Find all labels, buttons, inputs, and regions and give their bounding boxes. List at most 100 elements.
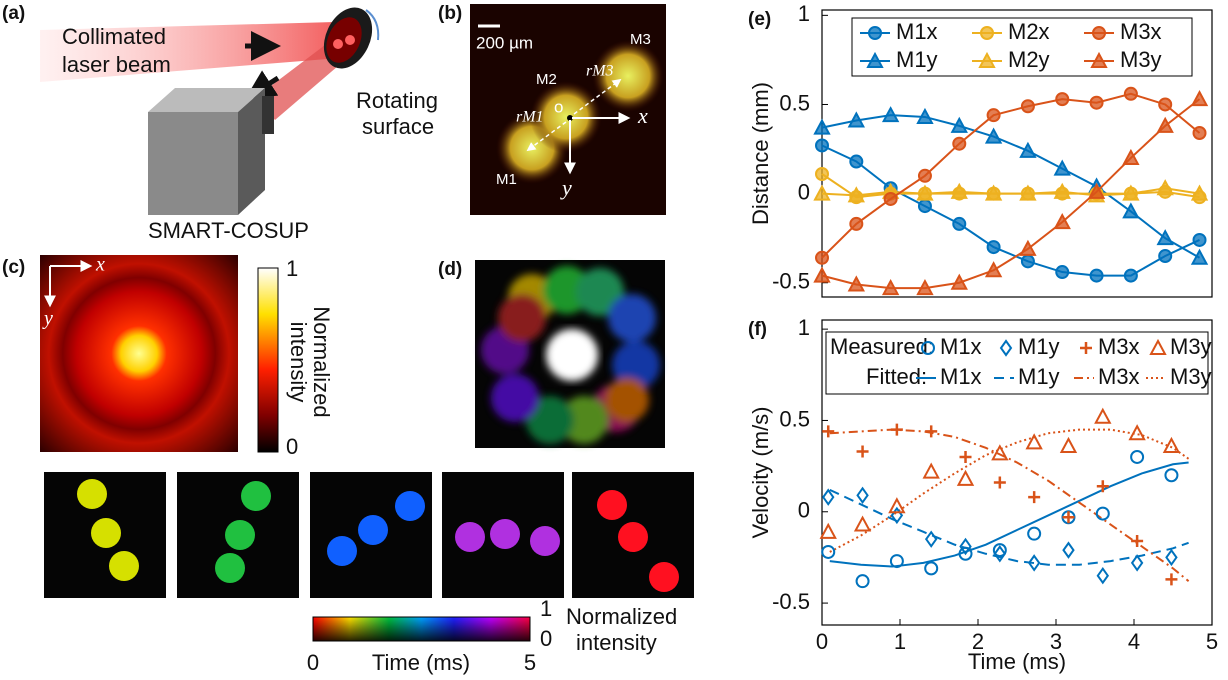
- marker: [1123, 86, 1138, 101]
- marker: [1096, 480, 1109, 493]
- marker: [1156, 229, 1174, 246]
- marker: [991, 444, 1009, 461]
- colorbar-title: Normalized: [566, 604, 677, 629]
- panel-label: (c): [2, 257, 25, 278]
- scale-label: 200 µm: [476, 33, 533, 52]
- colorbar-title: Normalized: [309, 306, 334, 417]
- marker: [847, 111, 865, 128]
- marker: [1164, 468, 1179, 483]
- colorbar-shade: [312, 616, 531, 642]
- marker: [993, 545, 1007, 563]
- panel-label: (a): [2, 3, 25, 24]
- legend-label: M1x: [940, 334, 982, 359]
- marker: [813, 184, 831, 201]
- cube-top: [148, 88, 265, 112]
- marker: [1156, 179, 1174, 196]
- marker: [1053, 182, 1071, 199]
- colorbar-axis-tick: 0: [307, 650, 319, 675]
- center-spot: [546, 329, 598, 381]
- marker: [890, 423, 903, 436]
- marker: [1128, 424, 1146, 441]
- marker: [1087, 182, 1106, 199]
- marker: [815, 138, 829, 153]
- panel-b: (b) 200 µm M1 M2 M3 o x y rM1 rM3: [438, 3, 666, 215]
- marker: [868, 26, 882, 40]
- marker: [916, 107, 934, 124]
- panel-a: (a) Collimated laser beam Rotating surfa…: [2, 3, 438, 243]
- y-axis-label: Distance (mm): [748, 82, 773, 225]
- marker: [815, 167, 829, 181]
- marker: [984, 184, 1003, 201]
- lens: [262, 96, 274, 134]
- marker: [950, 182, 968, 199]
- colorbar-tick: 0: [540, 626, 552, 651]
- marker: [950, 273, 968, 290]
- marker: [992, 543, 1007, 558]
- x-axis-label: Time (ms): [968, 649, 1066, 674]
- marker: [984, 127, 1003, 144]
- marker: [1055, 92, 1070, 107]
- marker: [1192, 126, 1207, 140]
- marker: [959, 537, 972, 556]
- marker: [952, 216, 967, 231]
- panel-c: (c) x y 1 0 Normalized intensity: [2, 254, 334, 459]
- marker: [1090, 51, 1108, 68]
- legend: Measured: Fitted: M1x M1y M3x M3y M1x M1y M3x M3y: [825, 331, 1212, 395]
- x-tick-label: 4: [1128, 629, 1140, 654]
- marker: [1028, 491, 1041, 504]
- legend-label: M1y: [896, 47, 938, 72]
- y-tick-label: 0.5: [779, 90, 810, 115]
- marker-label: M1: [496, 171, 517, 188]
- x-tick-label: 1: [894, 629, 906, 654]
- x-tick-label: 0: [816, 629, 828, 654]
- marker: [950, 116, 968, 133]
- legend-group: Measured:: [830, 334, 934, 359]
- time-frames: [44, 472, 694, 598]
- y-tick-label: -0.5: [772, 589, 810, 614]
- y-axis-label: Velocity (m/s): [748, 406, 773, 538]
- marker-label: M3: [630, 31, 651, 48]
- marker: [1019, 141, 1037, 158]
- legend: M1x M1y M2x M2y M3x M3y: [851, 17, 1193, 77]
- r-arrow: [526, 121, 567, 152]
- marker: [1190, 184, 1209, 201]
- marker: [917, 168, 932, 183]
- marker: [1062, 541, 1075, 559]
- marker: [1122, 148, 1140, 165]
- marker: [1019, 184, 1037, 201]
- marker: [855, 574, 870, 589]
- marker: [922, 462, 940, 479]
- marker: [1020, 99, 1035, 114]
- r-arrow: [573, 78, 622, 115]
- colorbar-axis-tick: 5: [524, 650, 536, 675]
- marker: [1062, 511, 1075, 524]
- marker: [1131, 534, 1144, 547]
- marker: [1130, 554, 1144, 572]
- marker: [925, 425, 938, 438]
- marker: [819, 522, 837, 539]
- panel-label: (d): [438, 259, 462, 280]
- marker: [1095, 506, 1110, 521]
- marker: [1089, 95, 1104, 110]
- legend-group: Fitted:: [866, 364, 927, 389]
- x-tick-label: 5: [1206, 629, 1218, 654]
- legend-label: M1y: [1018, 334, 1060, 359]
- marker: [956, 469, 975, 486]
- surface-label: surface: [362, 114, 434, 139]
- marker: [980, 26, 994, 40]
- marker: [883, 191, 898, 206]
- rotation-arrow: [365, 9, 380, 41]
- r-label: rM1: [516, 109, 544, 126]
- marker: [1158, 249, 1173, 263]
- marker: [813, 266, 831, 283]
- marker: [1094, 407, 1112, 424]
- panel-label: (e): [748, 9, 771, 30]
- legend-label: M1x: [940, 364, 982, 389]
- marker: [1122, 202, 1140, 219]
- marker: [1092, 26, 1106, 40]
- y-label: y: [42, 308, 53, 330]
- marker: [916, 184, 934, 201]
- marker: [849, 216, 864, 231]
- marker: [889, 554, 904, 569]
